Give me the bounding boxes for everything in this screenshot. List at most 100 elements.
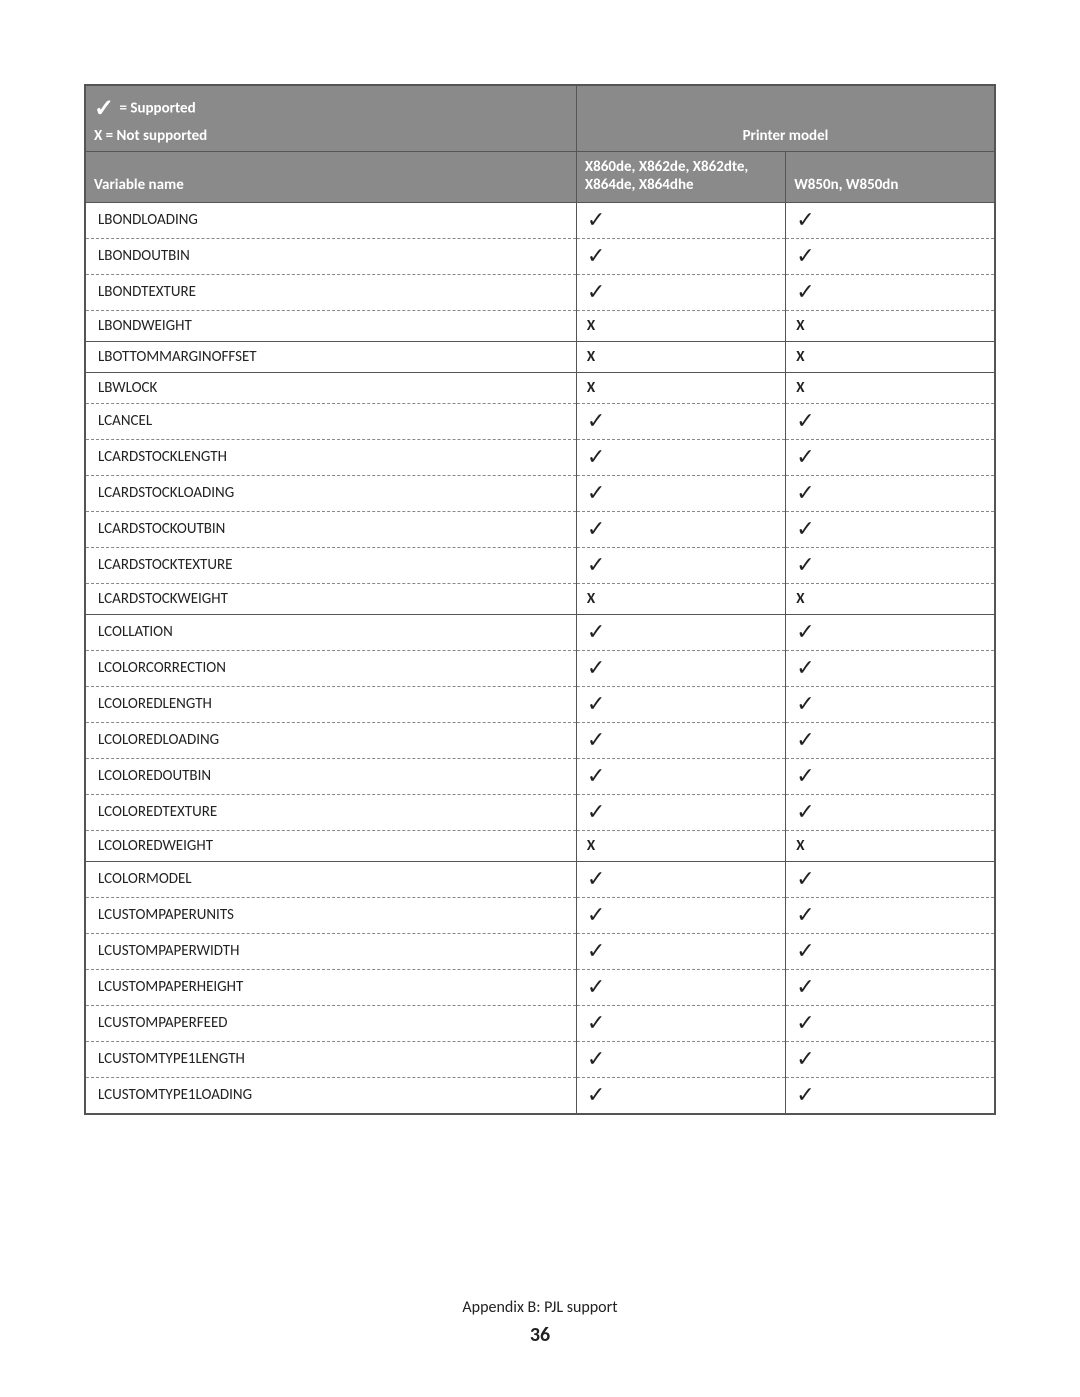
table-header: ✓ = Supported X = Not supported Printer …: [85, 85, 995, 202]
printer1-cell: ✓: [576, 897, 785, 933]
printer1-cell: ✓: [576, 758, 785, 794]
table-row: LCARDSTOCKOUTBIN ✓ ✓: [85, 511, 995, 547]
table-row: LCOLOREDWEIGHTXX: [85, 830, 995, 861]
printer2-cell: ✓: [786, 758, 995, 794]
variable-name-cell: LCUSTOMPAPERFEED: [85, 1005, 576, 1041]
check-icon: ✓: [587, 798, 605, 825]
printer1-cell: ✓: [576, 274, 785, 310]
printer2-cell: ✓: [786, 897, 995, 933]
printer1-cell: ✓: [576, 722, 785, 758]
variable-name-cell: LCARDSTOCKOUTBIN: [85, 511, 576, 547]
variable-name-header: Variable name: [85, 151, 576, 202]
table-row: LCUSTOMPAPERFEED✓✓: [85, 1005, 995, 1041]
check-icon: ✓: [796, 551, 814, 578]
printer2-cell: ✓: [786, 511, 995, 547]
printer2-cell: ✓: [786, 238, 995, 274]
variable-name-cell: LCOLOREDLENGTH: [85, 686, 576, 722]
check-icon: ✓: [587, 278, 605, 305]
support-table: ✓ = Supported X = Not supported Printer …: [84, 84, 996, 1115]
printer1-cell: ✓: [576, 614, 785, 650]
printer1-cell: X: [576, 830, 785, 861]
printer2-cell: ✓: [786, 614, 995, 650]
check-icon: ✓: [796, 762, 814, 789]
table-row: LCOLOREDLENGTH ✓ ✓: [85, 686, 995, 722]
printer2-cell: ✓: [786, 547, 995, 583]
document-page: ✓ = Supported X = Not supported Printer …: [0, 0, 1080, 1397]
table-row: LCARDSTOCKLOADING ✓ ✓: [85, 475, 995, 511]
x-icon: X: [796, 590, 804, 608]
x-icon: X: [587, 590, 595, 608]
printer2-cell: ✓: [786, 202, 995, 238]
variable-name-cell: LCARDSTOCKLOADING: [85, 475, 576, 511]
printer2-cell: ✓: [786, 686, 995, 722]
printer2-cell: X: [786, 341, 995, 372]
check-icon: ✓: [587, 901, 605, 928]
table-row: LCUSTOMPAPERHEIGHT✓✓: [85, 969, 995, 1005]
printer1-cell: ✓: [576, 1077, 785, 1114]
check-icon: ✓: [587, 973, 605, 1000]
x-icon: X: [587, 348, 595, 366]
printer1-cell: ✓: [576, 686, 785, 722]
variable-name-cell: LCOLOREDLOADING: [85, 722, 576, 758]
variable-name-cell: LCUSTOMTYPE1LENGTH: [85, 1041, 576, 1077]
printer1-cell: X: [576, 341, 785, 372]
check-icon: ✓: [587, 618, 605, 645]
table-row: LCUSTOMTYPE1LOADING✓✓: [85, 1077, 995, 1114]
check-icon: ✓: [796, 242, 814, 269]
table-row: LBOTTOMMARGINOFFSETXX: [85, 341, 995, 372]
x-icon: X: [796, 379, 804, 397]
table-row: LBWLOCKXX: [85, 372, 995, 403]
check-icon: ✓: [796, 798, 814, 825]
table-row: LCOLORMODEL✓✓: [85, 861, 995, 897]
variable-name-cell: LCOLOREDWEIGHT: [85, 830, 576, 861]
x-icon: X: [796, 317, 804, 335]
check-icon: ✓: [796, 726, 814, 753]
printer2-cell: ✓: [786, 403, 995, 439]
check-icon: ✓: [587, 654, 605, 681]
variable-name-cell: LCOLLATION: [85, 614, 576, 650]
check-icon: ✓: [587, 242, 605, 269]
printer1-cell: ✓: [576, 1005, 785, 1041]
check-icon: ✓: [587, 690, 605, 717]
table-row: LCOLOREDLOADING✓✓: [85, 722, 995, 758]
printer2-cell: X: [786, 310, 995, 341]
x-icon: X: [796, 348, 804, 366]
printer2-cell: ✓: [786, 722, 995, 758]
legend-cell: ✓ = Supported X = Not supported: [85, 85, 576, 151]
printer-model-label: Printer model: [576, 85, 995, 151]
check-icon: ✓: [796, 690, 814, 717]
check-icon: ✓: [587, 515, 605, 542]
check-icon: ✓: [796, 1081, 814, 1108]
variable-name-cell: LBONDLOADING: [85, 202, 576, 238]
table-body: LBONDLOADING✓✓LBONDOUTBIN✓✓LBONDTEXTURE✓…: [85, 202, 995, 1114]
supported-symbol: ✓: [94, 94, 114, 123]
printer2-cell: ✓: [786, 1041, 995, 1077]
variable-name-cell: LBONDWEIGHT: [85, 310, 576, 341]
check-icon: ✓: [796, 206, 814, 233]
supported-text: = Supported: [116, 99, 196, 117]
printer2-cell: ✓: [786, 650, 995, 686]
check-icon: ✓: [587, 407, 605, 434]
printer2-cell: ✓: [786, 475, 995, 511]
table-row: LBONDWEIGHTXX: [85, 310, 995, 341]
check-icon: ✓: [796, 937, 814, 964]
variable-name-cell: LCOLORCORRECTION: [85, 650, 576, 686]
table-row: LCUSTOMPAPERWIDTH✓✓: [85, 933, 995, 969]
header-columns-row: Variable name X860de, X862de, X862dte, X…: [85, 151, 995, 202]
printer2-cell: ✓: [786, 933, 995, 969]
check-icon: ✓: [587, 206, 605, 233]
check-icon: ✓: [587, 1045, 605, 1072]
x-icon: X: [587, 379, 595, 397]
check-icon: ✓: [796, 654, 814, 681]
printer1-cell: ✓: [576, 475, 785, 511]
printer1-cell: ✓: [576, 439, 785, 475]
not-supported-text: X = Not supported: [94, 127, 207, 145]
printer2-cell: X: [786, 583, 995, 614]
printer1-cell: ✓: [576, 547, 785, 583]
check-icon: ✓: [587, 443, 605, 470]
check-icon: ✓: [587, 479, 605, 506]
variable-name-cell: LCOLORMODEL: [85, 861, 576, 897]
table-row: LCARDSTOCKLENGTH✓✓: [85, 439, 995, 475]
table-row: LCARDSTOCKWEIGHTXX: [85, 583, 995, 614]
check-icon: ✓: [796, 479, 814, 506]
